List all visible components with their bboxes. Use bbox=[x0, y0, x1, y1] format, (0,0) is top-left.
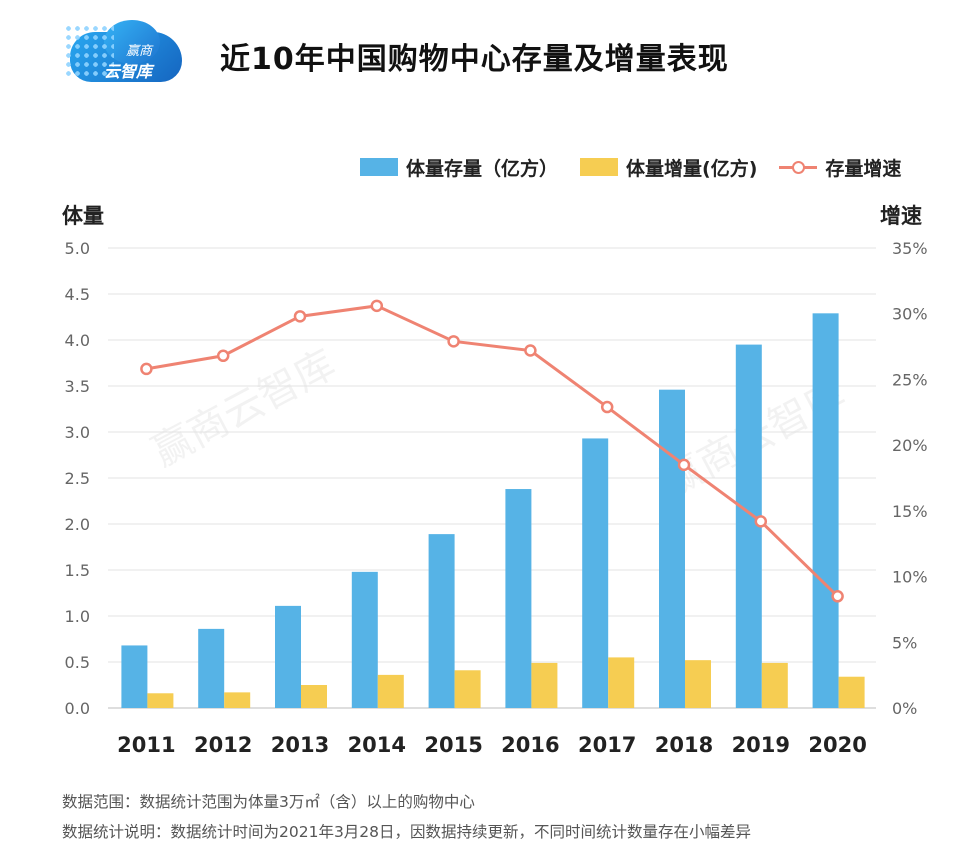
growth-point-2017 bbox=[600, 400, 614, 414]
left-tick-label: 4.0 bbox=[65, 331, 90, 350]
left-tick-label: 2.5 bbox=[65, 469, 90, 488]
legend-label-growth: 存量增速 bbox=[825, 157, 902, 180]
bar-increment-2011 bbox=[147, 693, 174, 708]
bar-increment-2015 bbox=[454, 670, 481, 708]
logo-text-line1: 赢商 bbox=[126, 44, 153, 59]
left-axis-title: 体量 bbox=[62, 204, 104, 228]
legend-item-growth: 存量增速 bbox=[779, 154, 901, 181]
x-tick-label: 2020 bbox=[808, 733, 866, 757]
chart-title: 近10年中国购物中心存量及增量表现 bbox=[220, 42, 729, 77]
left-tick-label: 3.0 bbox=[65, 423, 90, 442]
bar-stock-2013 bbox=[275, 605, 301, 708]
watermark-text-0: 赢商云智库 bbox=[145, 341, 343, 476]
growth-point-2013 bbox=[293, 310, 307, 323]
left-tick-label: 1.5 bbox=[65, 561, 90, 580]
bar-increment-2016 bbox=[531, 662, 558, 708]
x-tick-label: 2018 bbox=[655, 733, 713, 757]
growth-line bbox=[146, 304, 839, 598]
legend-label-increment: 体量增量(亿方) bbox=[626, 157, 758, 180]
bar-stock-2017 bbox=[582, 438, 609, 708]
right-tick-label: 5% bbox=[892, 633, 917, 652]
bar-increment-2020 bbox=[838, 676, 865, 708]
legend-swatch-growth bbox=[779, 158, 818, 176]
chart-legend: 体量存量（亿方） 体量增量(亿方) 存量增速 bbox=[360, 152, 923, 182]
x-tick-label: 2017 bbox=[578, 733, 636, 757]
growth-point-2018 bbox=[677, 458, 691, 472]
bar-stock-2016 bbox=[505, 489, 532, 708]
legend-item-increment: 体量增量(亿方) bbox=[580, 154, 757, 181]
x-tick-label: 2013 bbox=[271, 733, 329, 757]
legend-swatch-stock bbox=[360, 158, 398, 176]
bar-increment-2018 bbox=[685, 660, 711, 708]
right-tick-label: 15% bbox=[892, 502, 928, 521]
bar-stock-2018 bbox=[659, 389, 685, 708]
bar-increment-2014 bbox=[377, 674, 404, 708]
growth-point-2011 bbox=[140, 362, 153, 376]
left-tick-label: 2.0 bbox=[65, 515, 90, 534]
right-tick-label: 25% bbox=[892, 370, 928, 389]
right-tick-label: 20% bbox=[892, 436, 928, 455]
bar-stock-2014 bbox=[351, 571, 378, 708]
right-tick-label: 10% bbox=[892, 568, 928, 587]
x-tick-label: 2012 bbox=[194, 733, 252, 757]
bar-stock-2015 bbox=[428, 534, 455, 708]
x-tick-label: 2016 bbox=[501, 733, 559, 757]
growth-point-2015 bbox=[447, 335, 460, 348]
right-tick-label: 0% bbox=[892, 699, 917, 718]
brand-logo: 赢商 云智库 bbox=[64, 18, 184, 86]
x-tick-label: 2019 bbox=[732, 733, 790, 757]
legend-item-stock: 体量存量（亿方） bbox=[360, 154, 558, 181]
bar-increment-2017 bbox=[608, 657, 635, 708]
left-tick-label: 5.0 bbox=[65, 239, 90, 258]
logo-dot-pattern bbox=[64, 24, 114, 80]
logo-text-line2: 云智库 bbox=[104, 62, 153, 81]
x-tick-label: 2015 bbox=[424, 733, 482, 757]
growth-point-2014 bbox=[370, 299, 384, 313]
growth-point-2019 bbox=[754, 515, 768, 528]
growth-point-2020 bbox=[831, 590, 844, 603]
bar-increment-2012 bbox=[224, 692, 251, 708]
note-data-statistics: 数据统计说明：数据统计时间为2021年3月28日，因数据持续更新，不同时间统计数… bbox=[62, 823, 752, 841]
left-tick-label: 4.5 bbox=[65, 285, 90, 304]
growth-point-2012 bbox=[216, 349, 230, 363]
bar-stock-2020 bbox=[812, 313, 839, 708]
bar-increment-2019 bbox=[761, 662, 788, 708]
right-tick-label: 30% bbox=[892, 305, 928, 324]
bar-increment-2013 bbox=[301, 685, 327, 708]
x-tick-label: 2011 bbox=[117, 733, 175, 757]
right-tick-label: 35% bbox=[892, 239, 928, 258]
left-tick-label: 1.0 bbox=[65, 607, 90, 626]
bar-stock-2012 bbox=[198, 628, 225, 708]
left-tick-label: 0.0 bbox=[65, 699, 90, 718]
right-axis-title: 增速 bbox=[880, 204, 922, 228]
x-tick-label: 2014 bbox=[348, 733, 406, 757]
left-tick-label: 3.5 bbox=[65, 377, 90, 396]
note-data-scope: 数据范围：数据统计范围为体量3万㎡（含）以上的购物中心 bbox=[62, 793, 475, 811]
growth-point-2016 bbox=[524, 344, 537, 357]
bar-stock-2011 bbox=[121, 645, 148, 708]
legend-label-stock: 体量存量（亿方） bbox=[406, 157, 559, 180]
left-tick-label: 0.5 bbox=[65, 653, 90, 672]
legend-swatch-increment bbox=[580, 158, 619, 176]
